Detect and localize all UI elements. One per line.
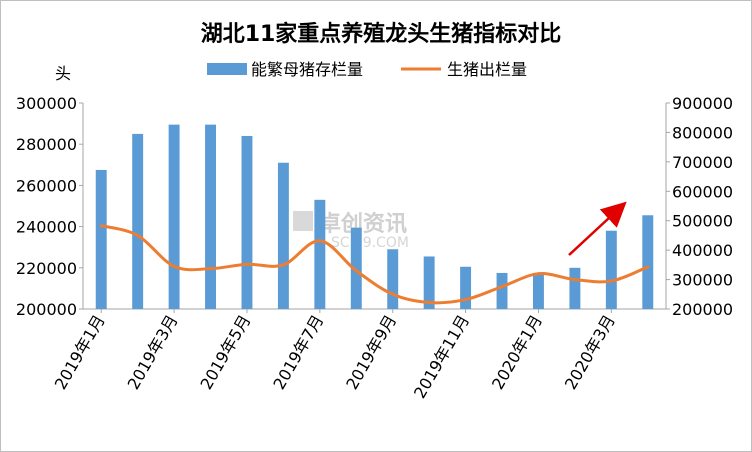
bar <box>605 230 617 309</box>
legend: 能繁母猪存栏量 生猪出栏量 <box>207 60 527 79</box>
x-tick-label: 2019年11月 <box>410 312 473 402</box>
legend-label-bar: 能繁母猪存栏量 <box>251 60 363 79</box>
bar <box>423 256 435 309</box>
x-tick-label: 2019年1月 <box>51 312 109 393</box>
watermark-logo <box>293 211 313 231</box>
y-right-tick-label: 700000 <box>672 153 733 172</box>
bar <box>460 266 472 309</box>
y-left-tick-label: 200000 <box>16 300 77 319</box>
line-point <box>172 264 176 268</box>
bar <box>569 267 581 309</box>
watermark: 卓创资讯 SCI99.COM <box>293 211 409 251</box>
x-tick-label: 2020年1月 <box>488 312 546 393</box>
watermark-text: 卓创资讯 <box>319 212 407 237</box>
y-left-tick-label: 300000 <box>16 94 77 113</box>
legend-label-line: 生猪出栏量 <box>447 60 527 79</box>
x-tick-label: 2020年3月 <box>561 312 619 393</box>
chart-title: 湖北11家重点养殖龙头生猪指标对比 <box>201 21 562 47</box>
legend-swatch-bar <box>207 63 247 75</box>
line-point <box>464 298 468 302</box>
y-right-tick-label: 300000 <box>672 271 733 290</box>
line-point <box>281 263 285 267</box>
line-point <box>536 272 540 276</box>
line-point <box>646 265 650 269</box>
bar <box>496 272 508 309</box>
y-left-tick-label: 240000 <box>16 218 77 237</box>
bar <box>387 249 399 309</box>
y-right-tick-label: 600000 <box>672 182 733 201</box>
trend-arrow <box>568 201 627 256</box>
bar <box>205 124 216 309</box>
line-point <box>318 239 322 243</box>
bar <box>95 169 107 309</box>
bar <box>314 199 326 309</box>
series-line <box>100 224 649 305</box>
line-point <box>427 301 431 305</box>
line-point <box>99 224 103 228</box>
bar <box>533 272 544 309</box>
y-axis-label: 头 <box>55 64 71 83</box>
line-point <box>136 233 140 237</box>
line-point <box>573 278 577 282</box>
line-point <box>245 262 249 266</box>
y-left-tick-label: 280000 <box>16 135 77 154</box>
x-tick-label: 2019年3月 <box>124 312 182 393</box>
line-point <box>391 292 395 296</box>
y-right-tick-label: 500000 <box>672 212 733 231</box>
line-point <box>500 285 504 289</box>
bar <box>642 215 654 309</box>
line-point <box>209 267 213 271</box>
y-left-tick-label: 220000 <box>16 259 77 278</box>
y-right-tick-label: 200000 <box>672 300 733 319</box>
x-tick-label: 2019年9月 <box>342 312 400 393</box>
watermark-sub: SCI99.COM <box>331 235 409 251</box>
bar <box>132 133 144 309</box>
line-point <box>609 279 613 283</box>
x-tick-label: 2019年5月 <box>197 312 255 393</box>
bar <box>277 162 289 309</box>
bar <box>168 124 180 309</box>
bar <box>350 227 362 309</box>
y-right-tick-label: 800000 <box>672 123 733 142</box>
y-right-tick-label: 400000 <box>672 241 733 260</box>
y-left-tick-label: 260000 <box>16 176 77 195</box>
bar <box>241 135 253 309</box>
y-right-tick-label: 900000 <box>672 94 733 113</box>
x-tick-label: 2019年7月 <box>269 312 327 393</box>
line-point <box>354 269 358 273</box>
